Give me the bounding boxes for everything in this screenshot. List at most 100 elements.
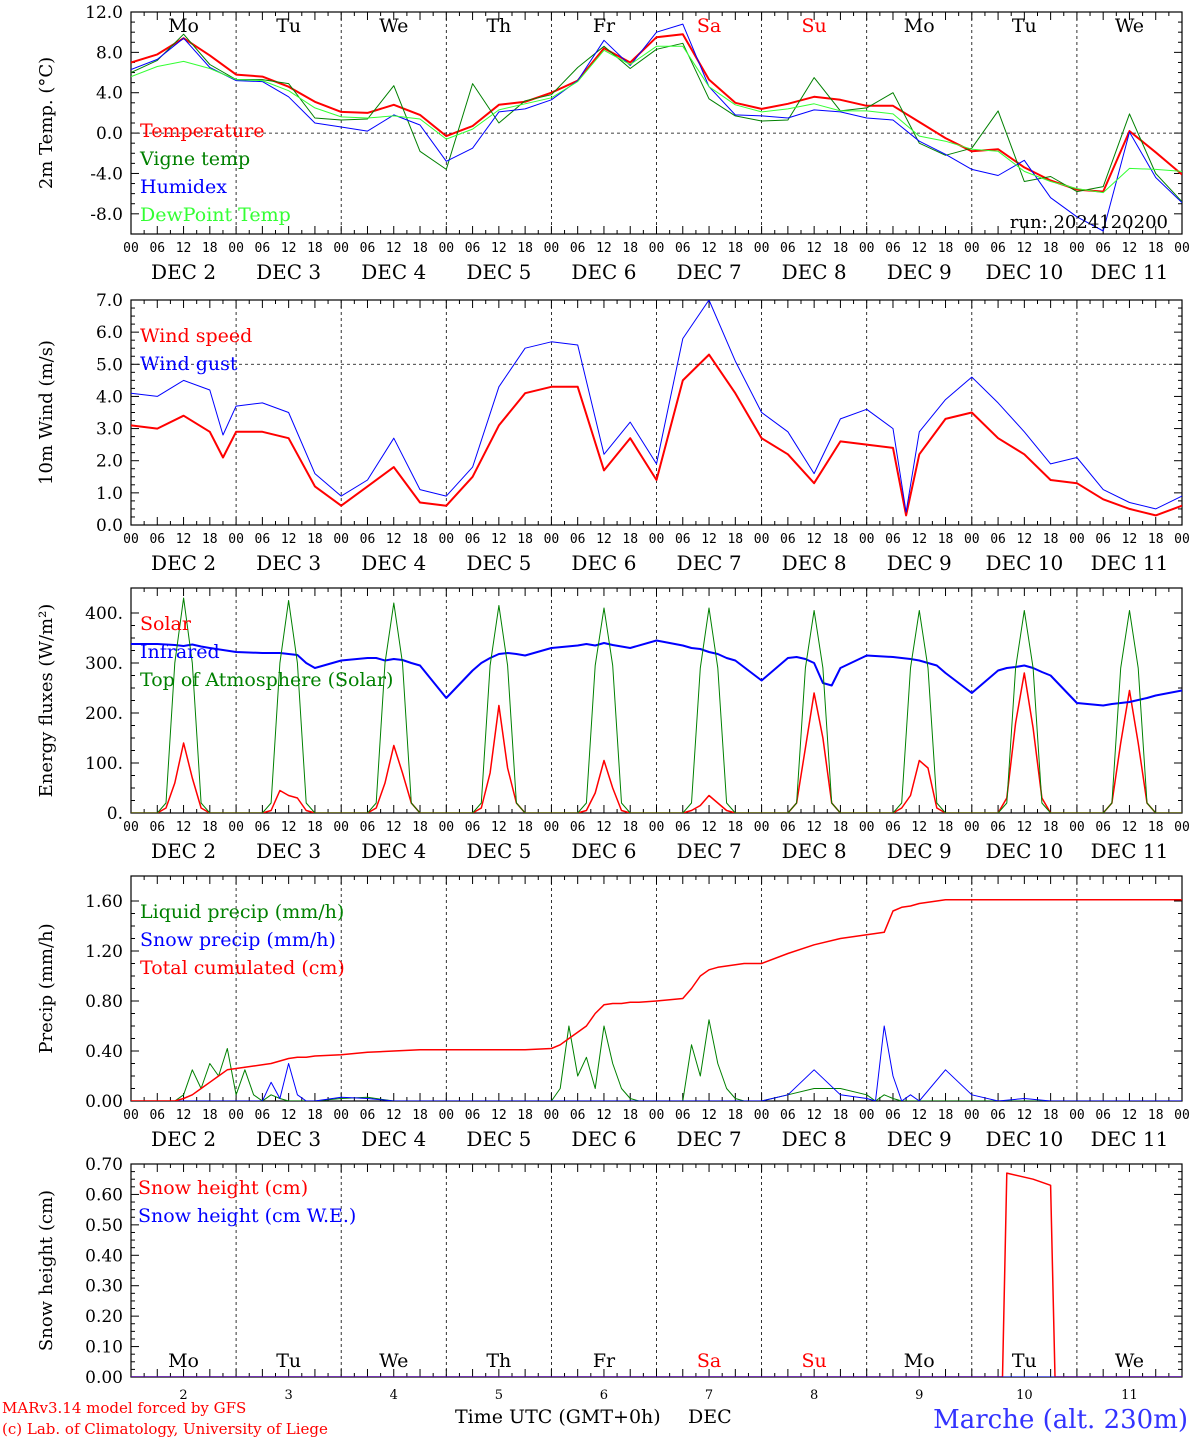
- x-hour-label: 12: [701, 241, 717, 256]
- y-tick-label: 1.20: [85, 942, 123, 962]
- x-hour-label: 18: [412, 820, 428, 835]
- series-line-infrared: [131, 639, 1182, 707]
- x-hour-label: 06: [465, 532, 481, 547]
- y-axis-title: Energy fluxes (W/m²): [36, 604, 57, 798]
- x-hour-label: 12: [911, 1108, 927, 1123]
- y-tick-label: 0.0: [96, 516, 123, 536]
- x-hour-label: 18: [517, 532, 533, 547]
- y-tick-label: 7.0: [96, 291, 123, 311]
- x-date-label: DEC 10: [985, 260, 1063, 284]
- series-line-total-cumulated-cm-: [131, 899, 1182, 1101]
- x-date-label: DEC 3: [256, 839, 321, 863]
- x-hour-label: 12: [596, 820, 612, 835]
- series-line-liquid-precip-mm-h-: [131, 1019, 1182, 1101]
- x-hour-label: 18: [727, 820, 743, 835]
- x-hour-label: 12: [491, 241, 507, 256]
- x-date-label: DEC 11: [1091, 551, 1169, 575]
- x-hour-label: 06: [255, 1108, 271, 1123]
- x-hour-label: 00: [1174, 1108, 1190, 1123]
- x-hour-label: 12: [701, 1108, 717, 1123]
- x-hour-label: 12: [491, 532, 507, 547]
- x-hour-label: 12: [701, 532, 717, 547]
- run-label: run: 2024120200: [1010, 212, 1168, 233]
- legend-entry: DewPoint Temp: [140, 204, 291, 226]
- x-hour-label: 12: [911, 820, 927, 835]
- x-day-number: 5: [495, 1388, 503, 1403]
- x-hour-label: 12: [176, 1108, 192, 1123]
- x-hour-label: 18: [622, 820, 638, 835]
- weekday-label: Sa: [697, 15, 721, 37]
- x-hour-label: 12: [806, 820, 822, 835]
- x-hour-label: 00: [333, 241, 349, 256]
- y-tick-label: 0.40: [85, 1042, 123, 1062]
- x-hour-label: 18: [727, 532, 743, 547]
- x-hour-label: 06: [149, 241, 165, 256]
- x-date-label: DEC 10: [985, 551, 1063, 575]
- x-hour-label: 12: [1122, 241, 1138, 256]
- x-date-label: DEC 2: [151, 551, 216, 575]
- x-hour-label: 00: [859, 241, 875, 256]
- legend-entry: Vigne temp: [139, 148, 250, 170]
- x-hour-label: 00: [1174, 820, 1190, 835]
- weekday-label: Th: [486, 15, 511, 37]
- legend-entry: Top of Atmosphere (Solar): [140, 669, 393, 691]
- x-date-label: DEC 3: [256, 1127, 321, 1151]
- x-hour-label: 00: [438, 820, 454, 835]
- x-hour-label: 06: [885, 241, 901, 256]
- x-hour-label: 12: [1122, 820, 1138, 835]
- y-tick-label: 0.00: [85, 1092, 123, 1112]
- weekday-label: Tu: [276, 1350, 301, 1372]
- x-hour-label: 00: [228, 820, 244, 835]
- x-hour-label: 00: [1174, 241, 1190, 256]
- legend-entry: Snow height (cm): [138, 1177, 308, 1199]
- x-hour-label: 00: [228, 532, 244, 547]
- x-date-label: DEC 7: [677, 839, 742, 863]
- x-hour-label: 18: [202, 1108, 218, 1123]
- x-hour-label: 12: [176, 820, 192, 835]
- y-tick-label: 200.: [85, 704, 123, 724]
- x-hour-label: 12: [176, 532, 192, 547]
- weekday-label: Mo: [168, 15, 199, 37]
- x-hour-label: 06: [465, 1108, 481, 1123]
- x-hour-label: 00: [123, 820, 139, 835]
- x-axis-title: Time UTC (GMT+0h): [455, 1406, 661, 1428]
- weekday-label: Th: [486, 1350, 511, 1372]
- y-tick-label: 0.50: [85, 1216, 123, 1236]
- x-hour-label: 06: [570, 532, 586, 547]
- panel-snow: 0.70 0.60 0.50 0.40 0.30 0.20 0.10 0.00 Snow hei…: [36, 1155, 1183, 1403]
- x-date-label: DEC 2: [151, 839, 216, 863]
- legend-entry: Infrared: [140, 641, 220, 663]
- y-tick-label: 12.0: [85, 3, 123, 23]
- series-line-vigne-temp: [131, 33, 1182, 203]
- x-hour-label: 00: [649, 241, 665, 256]
- weekday-label: We: [1115, 15, 1144, 37]
- y-tick-label: 0.20: [85, 1307, 123, 1327]
- x-hour-label: 18: [1043, 241, 1059, 256]
- weekday-label: Tu: [1012, 1350, 1037, 1372]
- x-hour-label: 06: [780, 532, 796, 547]
- x-hour-label: 12: [701, 820, 717, 835]
- footer: MARv3.14 model forced by GFS (c) Lab. of …: [2, 1399, 1188, 1438]
- x-hour-label: 12: [1122, 532, 1138, 547]
- x-hour-label: 12: [386, 532, 402, 547]
- y-tick-label: 0.: [107, 804, 123, 824]
- panel-wind: 7.0 6.0 5.0 4.0 3.0 2.0 1.0 0.0 10m Wind (m/s) Wi…: [36, 291, 1190, 575]
- location-title: Marche (alt. 230m): [933, 1405, 1188, 1435]
- x-hour-label: 12: [176, 241, 192, 256]
- x-date-label: DEC 4: [361, 839, 426, 863]
- x-day-number: 2: [179, 1388, 187, 1403]
- x-hour-label: 12: [491, 820, 507, 835]
- x-hour-label: 12: [596, 241, 612, 256]
- y-tick-label: 0.60: [85, 1185, 123, 1205]
- x-hour-label: 06: [570, 820, 586, 835]
- x-date-label: DEC 10: [985, 839, 1063, 863]
- x-hour-label: 06: [570, 241, 586, 256]
- x-hour-label: 12: [386, 241, 402, 256]
- series-line-solar: [131, 672, 1182, 813]
- x-hour-label: 18: [1148, 532, 1164, 547]
- x-date-label: DEC 5: [466, 839, 531, 863]
- y-tick-label: 400.: [85, 604, 123, 624]
- x-hour-label: 12: [491, 1108, 507, 1123]
- weekday-label: We: [1115, 1350, 1144, 1372]
